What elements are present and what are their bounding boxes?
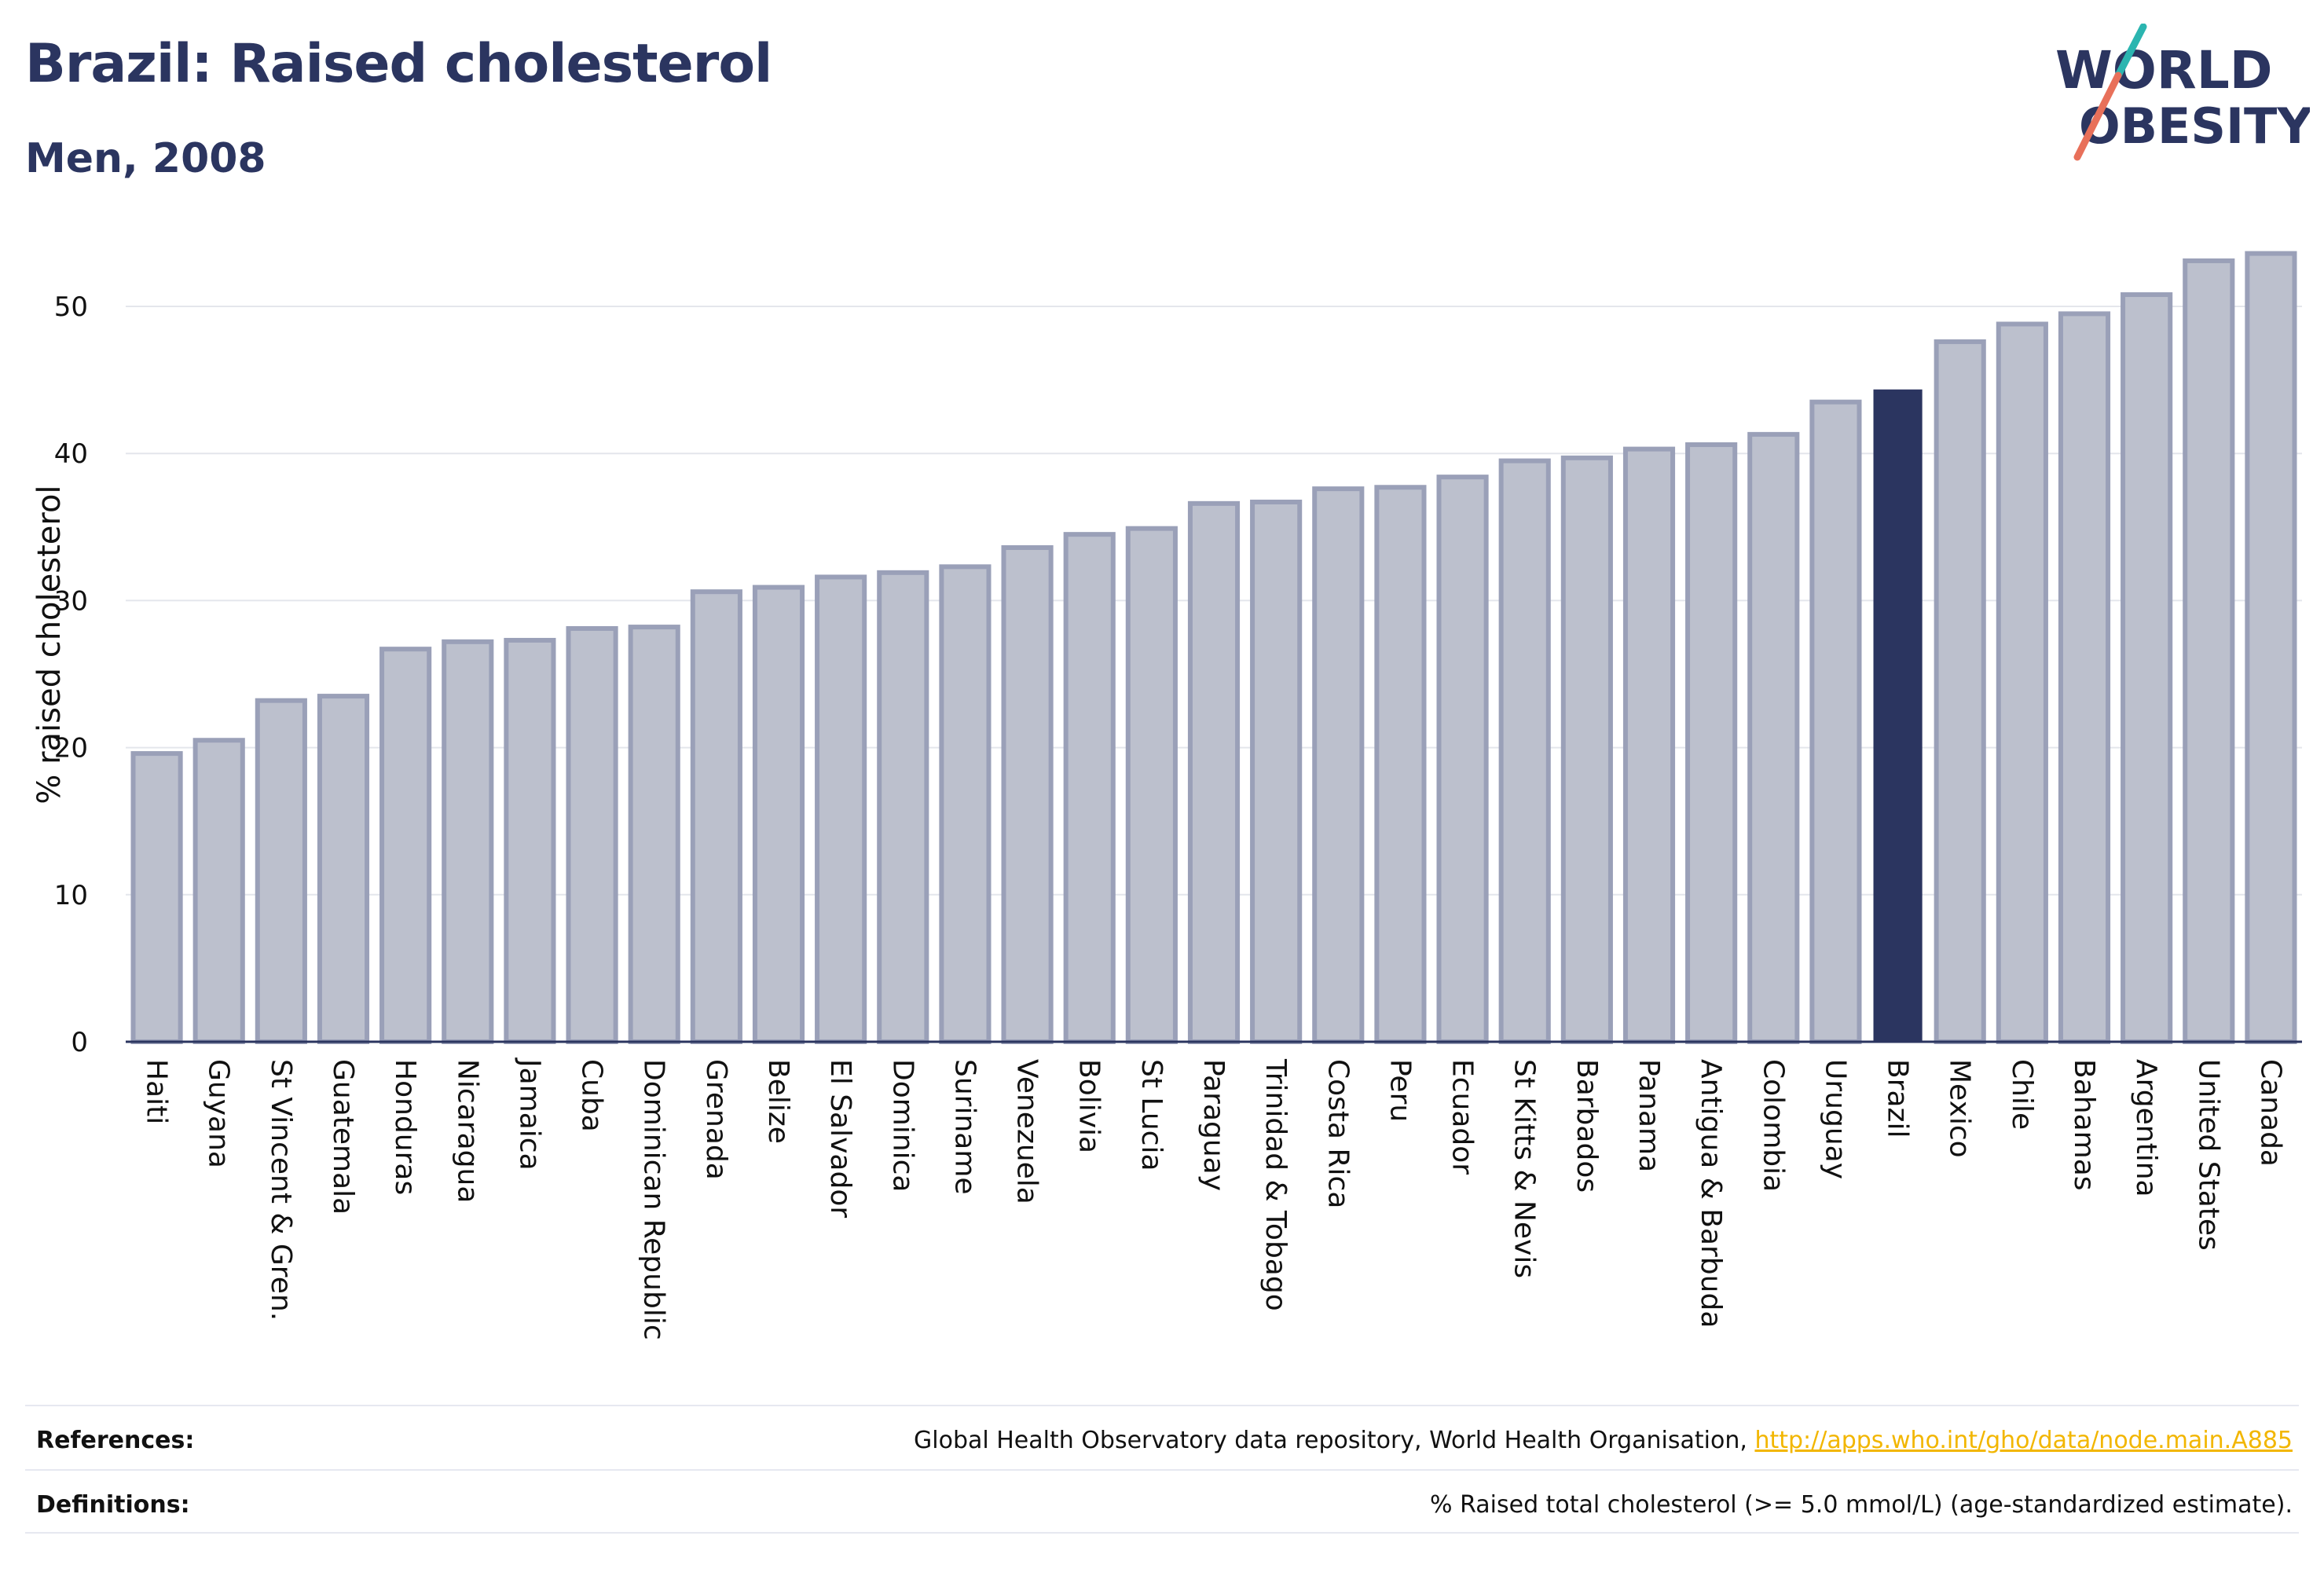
bar <box>1498 458 1551 1044</box>
x-tick-label: Brazil <box>1882 1059 1914 1138</box>
x-tick-label: St Vincent & Gren. <box>265 1059 297 1321</box>
x-tick-label: Chile <box>2006 1059 2038 1130</box>
x-tick-label: Guatemala <box>327 1059 359 1215</box>
y-tick-label: 40 <box>54 438 88 470</box>
footer-divider-bottom <box>25 1532 2299 1534</box>
x-tick-label: St Kitts & Nevis <box>1508 1059 1541 1278</box>
y-tick-label: 0 <box>71 1027 88 1058</box>
x-tick-label: Colombia <box>1757 1059 1789 1192</box>
bar <box>2121 292 2173 1044</box>
x-tick-label: Mexico <box>1944 1059 1976 1158</box>
bar <box>1063 532 1116 1044</box>
bar <box>1125 526 1178 1044</box>
x-tick-label: Dominica <box>886 1059 918 1193</box>
x-tick-label: Panama <box>1633 1059 1665 1172</box>
bar <box>130 751 183 1044</box>
x-tick-label: Dominican Republic <box>638 1059 670 1340</box>
bar <box>1001 545 1054 1044</box>
bar <box>1374 485 1427 1044</box>
references-label: References: <box>36 1427 195 1454</box>
y-tick-label: 30 <box>54 585 88 617</box>
bar <box>566 625 618 1044</box>
bar <box>752 585 805 1044</box>
x-tick-label: Bolivia <box>1073 1059 1105 1153</box>
bar <box>255 698 307 1044</box>
y-tick-label: 20 <box>54 733 88 764</box>
x-tick-label: Belize <box>762 1059 794 1144</box>
x-tick-label: Nicaragua <box>451 1059 483 1203</box>
x-tick-label: Barbados <box>1571 1059 1603 1193</box>
y-axis-label: % raised cholesterol <box>31 485 68 804</box>
bar <box>939 564 992 1044</box>
page-title: Brazil: Raised cholesterol <box>25 33 772 95</box>
bar <box>1312 486 1365 1044</box>
x-tick-label: Antigua & Barbuda <box>1695 1059 1727 1328</box>
logo-line2: OBESITY <box>2079 97 2310 155</box>
bar <box>1187 500 1241 1044</box>
logo-line1: WORLD <box>2055 40 2273 101</box>
logo-slash-coral <box>2073 71 2122 161</box>
bar <box>1436 475 1489 1044</box>
y-tick-label: 50 <box>54 291 88 323</box>
bar <box>1250 499 1303 1044</box>
definitions-label: Definitions: <box>36 1491 190 1519</box>
x-tick-label: St Lucia <box>1135 1059 1167 1171</box>
definitions-text: % Raised total cholesterol (>= 5.0 mmol/… <box>1430 1491 2293 1519</box>
x-tick-label: Trinidad & Tobago <box>1259 1058 1292 1311</box>
bar <box>2058 311 2111 1044</box>
bar <box>1622 446 1676 1044</box>
bar <box>1685 442 1738 1044</box>
x-tick-label: Suriname <box>948 1059 981 1195</box>
bar <box>317 694 370 1045</box>
y-tick-label: 10 <box>54 880 88 911</box>
x-tick-label: Guyana <box>203 1059 235 1168</box>
x-tick-label: Venezuela <box>1011 1059 1043 1204</box>
bar <box>379 647 432 1045</box>
bar <box>877 570 929 1044</box>
bar <box>1934 339 1986 1045</box>
x-tick-label: Jamaica <box>513 1057 545 1171</box>
x-tick-label: Bahamas <box>2068 1059 2100 1191</box>
bar <box>2245 251 2297 1045</box>
references-source: Global Health Observatory data repositor… <box>914 1427 1755 1454</box>
x-tick-label: United States <box>2192 1059 2224 1251</box>
x-tick-label: Uruguay <box>1819 1059 1851 1179</box>
x-tick-label: Ecuador <box>1446 1059 1479 1175</box>
logo-slash-teal <box>2114 24 2147 79</box>
bar <box>690 589 742 1044</box>
footer-divider-mid <box>25 1469 2299 1471</box>
x-tick-label: Grenada <box>700 1059 732 1180</box>
bar <box>1747 431 1800 1044</box>
x-tick-label: Haiti <box>141 1059 173 1124</box>
references-text: Global Health Observatory data repositor… <box>914 1427 2293 1454</box>
bar <box>2183 258 2235 1044</box>
x-tick-label: Honduras <box>389 1059 421 1195</box>
bar-highlight <box>1873 389 1923 1043</box>
x-tick-label: Argentina <box>2130 1059 2162 1197</box>
bar <box>504 637 556 1044</box>
bar-chart: 0 10 20 30 40 50 % raised cholesterol Haiti Guya… <box>31 251 2302 1340</box>
references-link[interactable]: http://apps.who.int/gho/data/node.main.A… <box>1754 1427 2293 1454</box>
x-tick-label: Cuba <box>576 1059 608 1132</box>
x-tick-label: El Salvador <box>824 1059 856 1218</box>
bar <box>1996 321 2048 1044</box>
bar <box>192 738 245 1044</box>
x-tick-label: Paraguay <box>1197 1059 1230 1191</box>
x-tick-label: Peru <box>1384 1059 1416 1122</box>
footer-divider-top <box>25 1405 2299 1406</box>
x-tick-label: Canada <box>2254 1059 2286 1167</box>
page-subtitle: Men, 2008 <box>25 135 266 182</box>
bar <box>1560 455 1613 1044</box>
world-obesity-logo: WORLD OBESITY <box>2055 24 2310 161</box>
bar <box>1809 399 1862 1044</box>
bar <box>815 574 867 1044</box>
bar <box>628 625 680 1044</box>
x-tick-label: Costa Rica <box>1321 1059 1354 1208</box>
bar <box>442 639 494 1044</box>
